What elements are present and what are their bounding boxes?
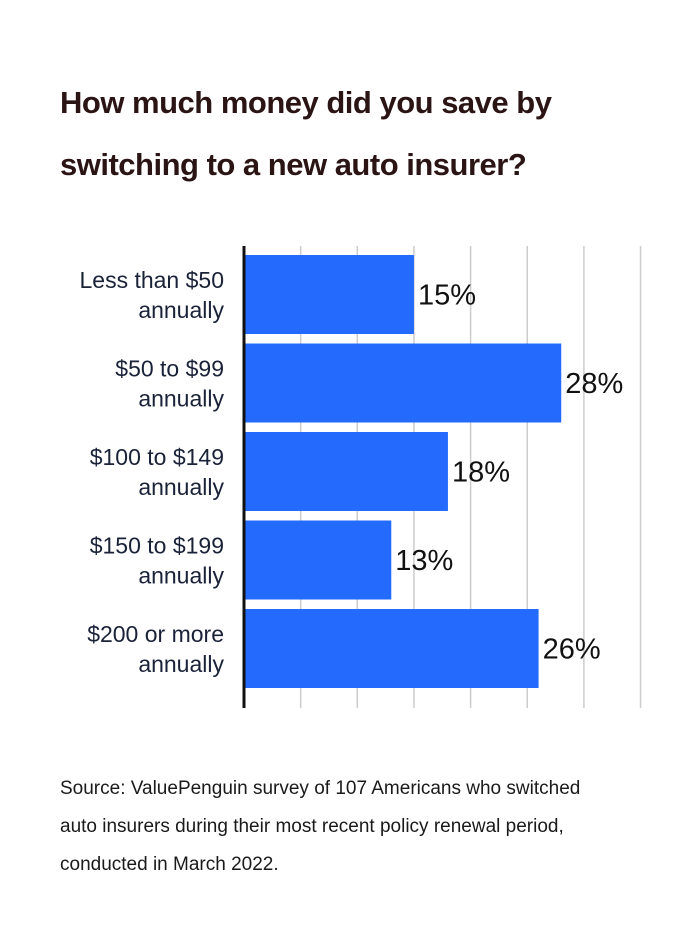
category-labels: Less than $50 annually$50 to $99 annually$… (79, 267, 224, 677)
bar-1 (244, 343, 562, 423)
source-note: Source: ValuePenguin survey of 107 Ameri… (60, 770, 660, 884)
category-label-3-line-1: annually (138, 563, 224, 589)
source-line-3: conducted in March 2022. (60, 854, 279, 875)
category-label-3: $150 to $199 annually (90, 533, 225, 589)
source-line-2: auto insurers during their most recent p… (60, 816, 564, 837)
bar-3 (244, 520, 392, 600)
value-label-4: 26% (543, 634, 601, 666)
chart-title-line-2: switching to a new auto insurer? (60, 147, 527, 182)
category-label-2: $100 to $149 annually (90, 444, 225, 500)
category-label-4: $200 or more annually (87, 621, 224, 677)
category-label-4-line-0: $200 or more (87, 621, 224, 647)
value-labels: 15% 28% 18% 13% 26% (395, 280, 623, 666)
category-label-2-line-1: annually (138, 474, 224, 500)
category-label-2-line-0: $100 to $149 (90, 444, 224, 470)
category-label-1-line-1: annually (138, 386, 224, 412)
value-label-1: 28% (565, 368, 623, 400)
category-label-1: $50 to $99 annually (115, 356, 224, 412)
bar-4 (244, 609, 539, 688)
value-label-0: 15% (418, 280, 476, 312)
value-label-2: 18% (452, 457, 510, 489)
bars (244, 255, 562, 688)
chart-title: How much money did you save by switching… (60, 72, 660, 196)
category-label-0-line-0: Less than $50 (79, 267, 224, 293)
source-line-1: Source: ValuePenguin survey of 107 Ameri… (60, 778, 581, 799)
category-label-1-line-0: $50 to $99 (115, 356, 224, 382)
chart-title-line-1: How much money did you save by (60, 85, 552, 120)
category-label-0: Less than $50 annually (79, 267, 224, 323)
bar-2 (244, 432, 448, 511)
category-label-3-line-0: $150 to $199 (90, 533, 224, 559)
value-label-3: 13% (395, 545, 453, 577)
category-label-4-line-1: annually (138, 651, 224, 677)
category-label-0-line-1: annually (138, 297, 224, 323)
bar-0 (244, 255, 414, 334)
bar-chart: Less than $50 annually$50 to $99 annually$… (79, 246, 642, 708)
